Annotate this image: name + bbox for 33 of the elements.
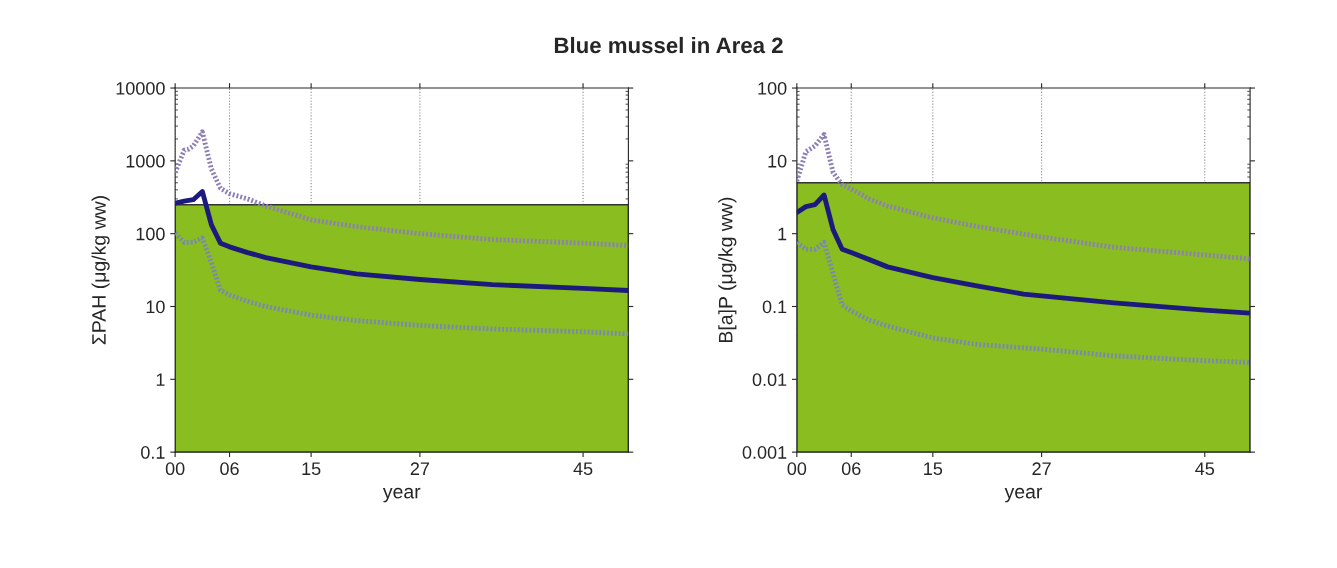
x-tick-label: 06 [220, 462, 239, 476]
y-tick-label: 100 [136, 227, 165, 241]
x-tick-label: 27 [410, 462, 430, 475]
y-axis-title: ΣPAH (μg/kg ww) [91, 196, 110, 345]
line-series [796, 132, 1251, 262]
x-axis-title: year [382, 487, 421, 503]
chart-title: Blue mussel in Area 2 [554, 36, 783, 54]
y-tick-label: 100 [758, 81, 787, 95]
x-tick-label: 00 [165, 462, 185, 476]
y-tick-label: 10 [768, 154, 787, 168]
line-series [175, 129, 629, 248]
x-tick-label: 15 [924, 462, 943, 476]
x-tick-label: 15 [302, 462, 321, 476]
x-tick-label: 06 [841, 462, 861, 476]
x-tick-label: 00 [787, 462, 807, 476]
y-tick-label: 0.1 [762, 300, 787, 314]
line-series [796, 192, 1251, 316]
line-series [175, 189, 629, 293]
y-tick-label: 10 [146, 300, 165, 314]
x-axis-title: year [1004, 487, 1043, 503]
line-series [175, 230, 629, 337]
y-tick-label: 10000 [116, 81, 165, 95]
y-tick-label: 0.1 [141, 446, 165, 459]
y-tick-label: 0.01 [752, 373, 787, 387]
y-tick-label: 1 [778, 227, 787, 241]
line-series [796, 239, 1251, 365]
y-tick-label: 0.001 [742, 446, 787, 459]
x-tick-label: 45 [1195, 462, 1215, 476]
x-tick-label: 45 [573, 462, 593, 476]
y-axis-title: B[a]P (μg/kg ww) [718, 197, 737, 342]
x-tick-label: 27 [1032, 462, 1051, 475]
y-tick-label: 1 [156, 373, 165, 386]
y-tick-label: 1000 [126, 154, 165, 168]
